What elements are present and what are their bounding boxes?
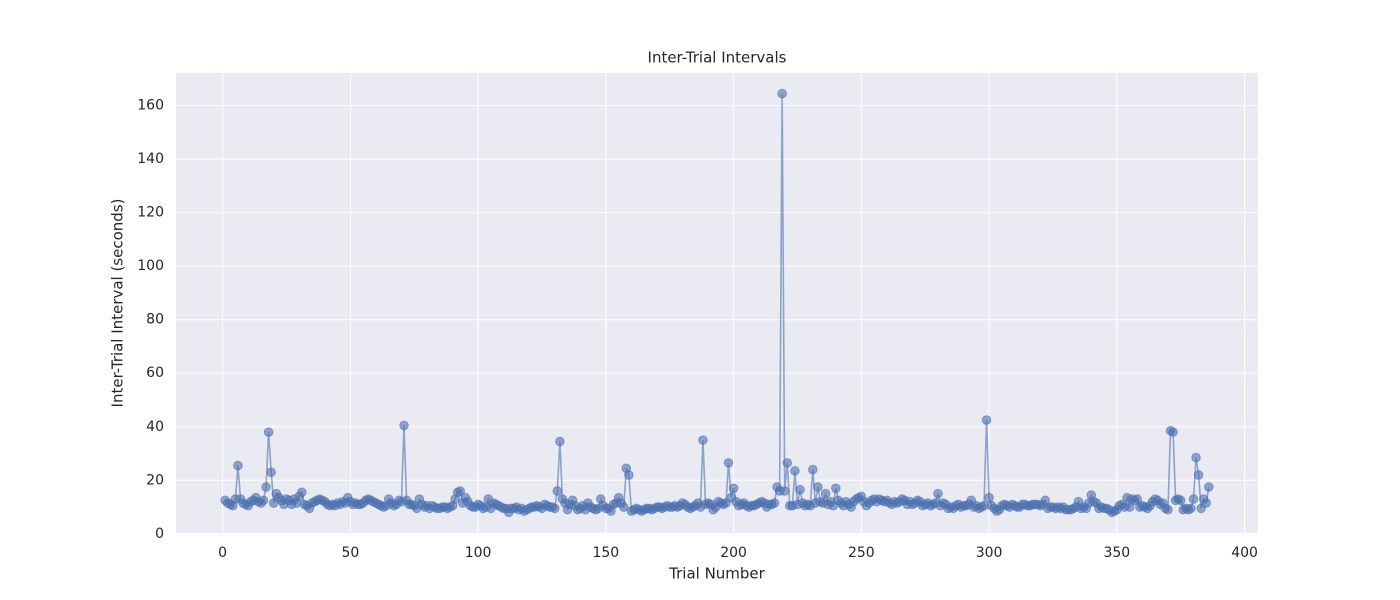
x-tick-label: 400: [1231, 545, 1258, 561]
x-tick-label: 100: [465, 545, 492, 561]
data-point: [1175, 495, 1186, 506]
data-point: [790, 466, 800, 476]
y-tick-label: 120: [137, 205, 164, 221]
y-tick-label: 160: [137, 98, 164, 114]
data-point: [399, 420, 409, 431]
data-point: [263, 427, 274, 437]
data-point: [820, 488, 831, 499]
data-point: [698, 435, 708, 445]
data-point: [266, 467, 276, 478]
data-point: [981, 415, 992, 425]
data-point: [297, 487, 307, 498]
data-point: [782, 458, 793, 468]
data-point: [777, 88, 787, 99]
data-point: [813, 482, 823, 492]
data-point: [552, 486, 563, 496]
y-tick-label: 140: [137, 151, 164, 167]
data-point: [795, 484, 805, 495]
data-point: [1201, 498, 1212, 508]
data-point: [1193, 470, 1204, 480]
y-tick-label: 60: [146, 365, 164, 381]
data-point: [549, 503, 560, 514]
data-point: [1163, 504, 1173, 515]
data-point: [624, 470, 634, 480]
y-tick-label: 0: [155, 526, 164, 542]
data-point: [1188, 494, 1199, 504]
data-point: [233, 460, 243, 471]
data-point: [1191, 452, 1201, 463]
data-point: [723, 458, 734, 468]
data-point: [779, 486, 790, 496]
plot-area: [176, 73, 1258, 533]
data-point: [261, 482, 271, 492]
data-point: [728, 483, 739, 494]
x-tick-label: 250: [848, 545, 875, 561]
data-point: [258, 495, 269, 506]
y-tick-label: 40: [146, 419, 164, 435]
chart-title: Inter-Trial Intervals: [648, 49, 787, 67]
y-tick-label: 80: [146, 312, 164, 328]
x-tick-label: 200: [720, 545, 747, 561]
data-point: [555, 436, 565, 447]
data-point: [1186, 503, 1196, 514]
data-point: [808, 464, 818, 475]
x-tick-label: 150: [592, 545, 619, 561]
y-axis-label: Inter-Trial Interval (seconds): [109, 199, 127, 408]
data-point: [831, 483, 841, 494]
y-tick-label: 20: [146, 472, 164, 488]
data-point: [984, 492, 994, 503]
data-point: [1168, 427, 1178, 437]
data-point: [618, 502, 629, 512]
x-tick-label: 350: [1103, 545, 1130, 561]
x-axis-label: Trial Number: [668, 565, 766, 583]
x-tick-label: 300: [976, 545, 1003, 561]
data-point: [769, 498, 780, 508]
y-tick-label: 100: [137, 258, 164, 274]
data-point: [455, 486, 466, 496]
x-tick-label: 50: [341, 545, 359, 561]
data-point: [933, 488, 943, 499]
x-tick-label: 0: [218, 545, 227, 561]
data-point: [1204, 482, 1214, 492]
